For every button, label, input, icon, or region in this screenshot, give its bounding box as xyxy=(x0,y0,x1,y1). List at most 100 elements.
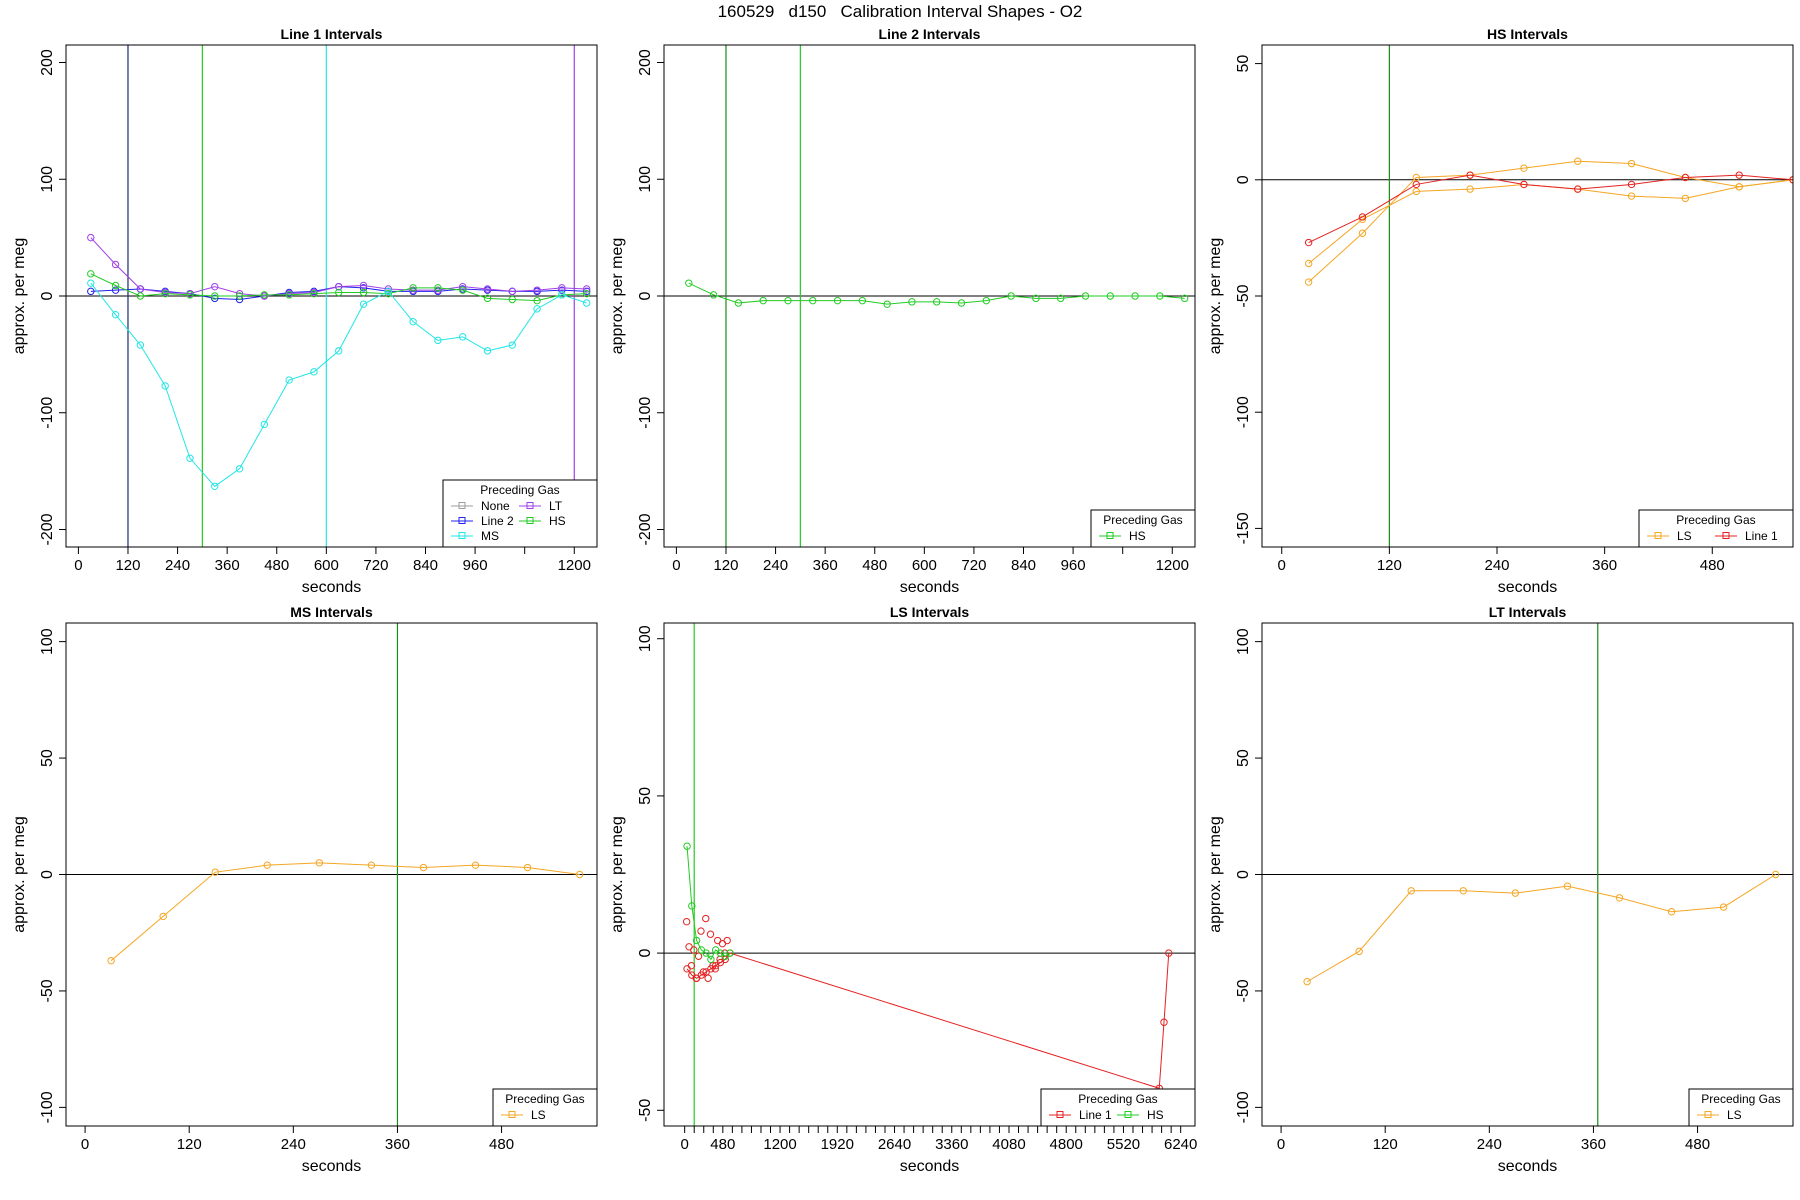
x-tick-label: 480 xyxy=(1685,1136,1710,1153)
data-area xyxy=(107,859,584,965)
y-axis-label: approx. per meg xyxy=(609,816,626,933)
data-point xyxy=(1719,903,1728,911)
x-tick-label: 720 xyxy=(961,557,986,574)
data-point xyxy=(310,368,318,376)
data-point xyxy=(260,420,269,429)
data-point xyxy=(136,285,145,293)
data-point xyxy=(384,287,393,296)
y-tick-label: 50 xyxy=(637,787,654,805)
plot-frame xyxy=(663,622,1196,1127)
x-tick-label: 240 xyxy=(763,557,788,574)
legend-entry: HS xyxy=(1117,1108,1164,1122)
x-tick-label: 480 xyxy=(862,557,887,574)
y-axis-label: approx. per meg xyxy=(609,238,626,355)
data-point xyxy=(111,281,120,290)
y-axis-label: approx. per meg xyxy=(1207,816,1224,933)
legend-entry: HS xyxy=(519,514,566,528)
data-point xyxy=(523,863,532,872)
y-tick-label: -150 xyxy=(1235,512,1252,544)
series-hs xyxy=(685,279,1189,308)
x-axis: 0 120 240 360 480 seconds xyxy=(1277,1125,1710,1175)
series-line xyxy=(90,237,587,297)
legend-entry: Line 2 xyxy=(451,514,514,528)
data-point xyxy=(508,295,516,304)
y-tick-label: 0 xyxy=(39,291,56,300)
y-tick-label: 50 xyxy=(1235,55,1252,73)
data-point xyxy=(690,946,698,954)
data-area xyxy=(1303,870,1780,986)
x-axis: 0 120 240 360 480 seconds xyxy=(1278,546,1725,596)
x-tick-label: 120 xyxy=(115,557,140,574)
data-point xyxy=(111,260,120,269)
data-point xyxy=(682,917,691,926)
x-tick-label: 6240 xyxy=(1164,1136,1197,1153)
data-point xyxy=(434,284,442,292)
x-tick-label: 480 xyxy=(1700,557,1725,574)
data-point xyxy=(483,347,492,355)
y-tick-label: -200 xyxy=(637,513,654,545)
figure-supertitle: 160529 d150 Calibration Interval Shapes … xyxy=(717,2,1083,21)
data-point xyxy=(186,454,194,462)
data-point xyxy=(706,930,715,938)
data-point xyxy=(533,305,541,313)
data-point xyxy=(702,914,710,923)
legend-frame xyxy=(492,1088,598,1127)
data-point xyxy=(1057,294,1065,303)
x-tick-label: 120 xyxy=(1377,557,1402,574)
data-point xyxy=(694,952,703,960)
data-point xyxy=(434,336,442,345)
x-tick-label: 1920 xyxy=(821,1136,854,1153)
legend-label: Line 1 xyxy=(1079,1108,1112,1122)
y-tick-label: 50 xyxy=(1235,749,1252,767)
x-axis-label: seconds xyxy=(302,1158,362,1175)
data-point xyxy=(711,965,719,973)
data-point xyxy=(582,287,591,296)
data-point xyxy=(186,291,194,299)
x-axis-label: seconds xyxy=(1498,579,1558,596)
y-tick-label: 100 xyxy=(39,166,56,193)
legend-entry: Line 1 xyxy=(1715,529,1778,543)
legend-marker xyxy=(458,502,466,509)
x-tick-label: 1200 xyxy=(763,1136,796,1153)
x-tick-label: 1200 xyxy=(558,557,591,574)
data-point xyxy=(1160,1018,1168,1026)
data-point xyxy=(957,299,966,307)
legend-label: HS xyxy=(1129,529,1146,543)
x-tick-label: 120 xyxy=(177,1136,202,1153)
plot-frame xyxy=(1261,44,1794,548)
data-point xyxy=(734,299,743,307)
series-line xyxy=(90,273,587,302)
data-point xyxy=(1032,294,1040,303)
series-hs xyxy=(87,270,591,305)
x-tick-label: 0 xyxy=(74,557,82,574)
series-ls xyxy=(107,859,584,965)
y-tick-label: 0 xyxy=(637,291,654,300)
data-point xyxy=(1131,292,1139,300)
legend: Preceding Gas LS Line 1 xyxy=(1638,509,1794,548)
data-point xyxy=(235,292,244,300)
data-point xyxy=(784,296,792,305)
x-axis-label: seconds xyxy=(302,579,362,596)
x-tick-label: 240 xyxy=(1484,557,1509,574)
y-tick-label: 100 xyxy=(39,628,56,655)
data-point xyxy=(688,902,696,910)
data-point xyxy=(359,281,368,290)
series-ms xyxy=(87,279,591,490)
data-point xyxy=(159,912,167,921)
legend-entry: MS xyxy=(451,529,499,543)
series-hs xyxy=(683,842,734,964)
data-point xyxy=(459,286,467,294)
panel-4: MS Intervals 0 120 240 360 480 seconds -100 -50 0… xyxy=(11,604,598,1175)
y-tick-label: 0 xyxy=(637,949,654,958)
legend-frame xyxy=(1688,1088,1794,1127)
data-point xyxy=(508,341,516,349)
y-axis: -50 0 50 100 approx. per meg xyxy=(609,625,665,1122)
x-tick-label: 120 xyxy=(713,557,738,574)
data-point xyxy=(1520,164,1528,172)
data-point xyxy=(1304,238,1313,247)
x-tick-label: 240 xyxy=(1477,1136,1502,1153)
y-tick-label: 200 xyxy=(637,49,654,76)
data-point xyxy=(1412,173,1420,182)
y-tick-label: 100 xyxy=(637,166,654,193)
